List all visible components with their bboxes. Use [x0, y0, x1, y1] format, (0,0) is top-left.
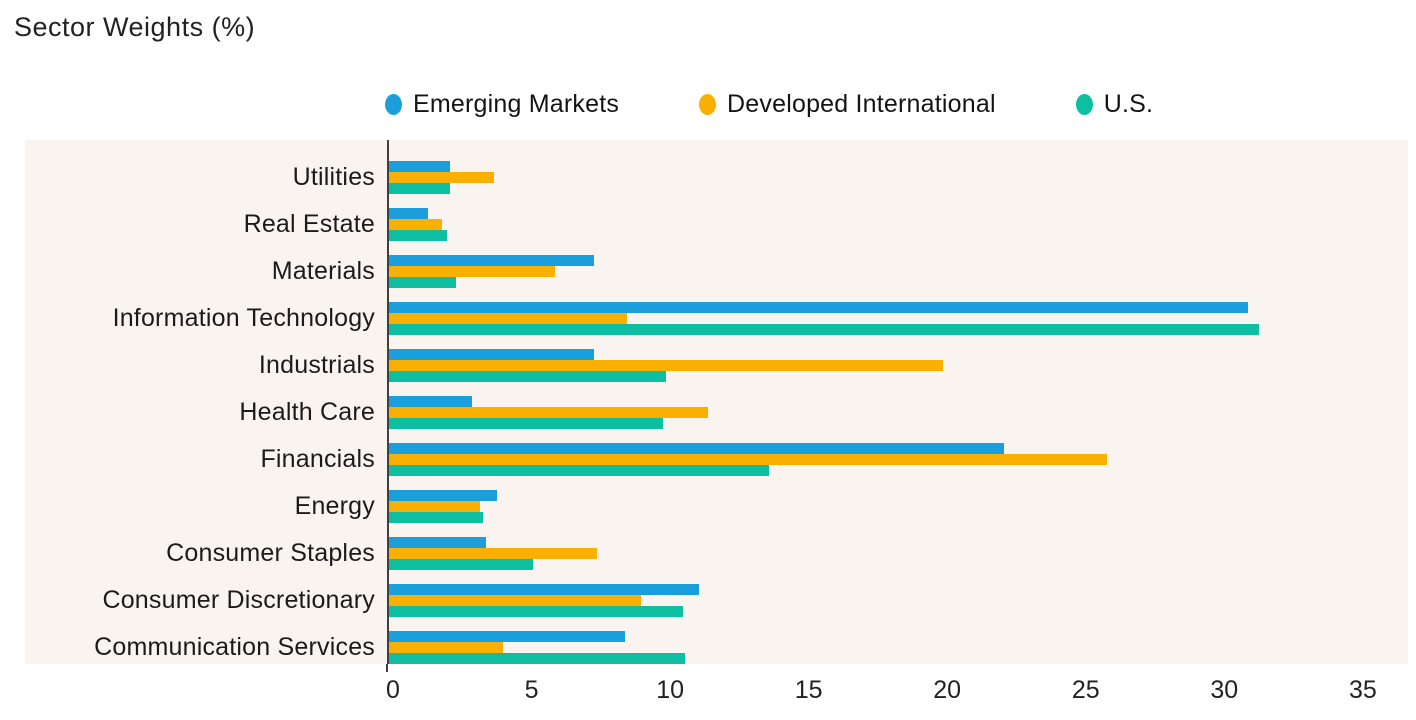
x-tick-label: 20 [933, 676, 962, 704]
bar [389, 584, 700, 595]
bar [389, 277, 456, 288]
bar [389, 454, 1107, 465]
category-label: Real Estate [243, 210, 375, 238]
bar [389, 230, 448, 241]
bar [389, 208, 428, 219]
x-axis-zero-tick [386, 664, 388, 672]
bar [389, 631, 625, 642]
bar [389, 418, 664, 429]
bar-group [389, 349, 1408, 382]
bar [389, 183, 450, 194]
bar [389, 360, 944, 371]
bar-group [389, 490, 1408, 523]
bar [389, 490, 498, 501]
category-row: Consumer Discretionary [25, 584, 1408, 617]
bar [389, 512, 484, 523]
bar [389, 407, 708, 418]
legend-item-developed-international: Developed International [699, 90, 996, 119]
category-label: Communication Services [94, 633, 375, 661]
chart-title: Sector Weights (%) [14, 12, 256, 42]
bar [389, 642, 503, 653]
category-row: Energy [25, 490, 1408, 523]
bar [389, 653, 686, 664]
x-tick-label: 10 [656, 676, 684, 704]
category-row: Industrials [25, 349, 1408, 382]
bar [389, 396, 473, 407]
bar [389, 548, 597, 559]
category-label: Health Care [239, 398, 375, 426]
bar [389, 302, 1248, 313]
x-tick-label: 25 [1071, 676, 1100, 704]
legend-dot-developed-international-icon [699, 94, 717, 115]
category-row: Utilities [25, 161, 1408, 194]
bar-rows: Utilities Real Estate Materials Information… [25, 161, 1408, 664]
bar [389, 537, 486, 548]
legend-item-emerging-markets: Emerging Markets [385, 90, 619, 119]
bar [389, 371, 667, 382]
category-label: Energy [294, 492, 375, 520]
bar-group [389, 208, 1408, 241]
bar [389, 313, 628, 324]
bar [389, 559, 534, 570]
category-row: Information Technology [25, 302, 1408, 335]
legend: Emerging Markets Developed International… [385, 90, 1153, 119]
category-label: Consumer Staples [166, 539, 375, 567]
category-row: Financials [25, 443, 1408, 476]
category-label: Financials [260, 445, 375, 473]
category-label: Consumer Discretionary [102, 586, 375, 614]
category-label: Materials [271, 257, 375, 285]
bar [389, 255, 595, 266]
bar [389, 324, 1260, 335]
category-row: Real Estate [25, 208, 1408, 241]
legend-item-us: U.S. [1075, 90, 1154, 119]
legend-label-developed-international: Developed International [727, 90, 996, 118]
x-tick-label: 30 [1210, 676, 1239, 704]
bar [389, 595, 642, 606]
legend-dot-us-icon [1075, 94, 1093, 115]
category-row: Consumer Staples [25, 537, 1408, 570]
bar-group [389, 161, 1408, 194]
category-label: Utilities [292, 163, 375, 191]
bar [389, 161, 450, 172]
plot-area: Utilities Real Estate Materials Information… [25, 140, 1408, 664]
bar [389, 606, 683, 617]
category-row: Health Care [25, 396, 1408, 429]
bar [389, 465, 769, 476]
bar [389, 266, 556, 277]
x-tick-label: 5 [524, 676, 539, 704]
x-tick-label: 0 [386, 676, 400, 704]
legend-dot-emerging-markets-icon [385, 94, 402, 115]
bar [389, 172, 495, 183]
bar [389, 219, 442, 230]
bar [389, 349, 595, 360]
x-tick-label: 15 [794, 676, 823, 704]
legend-label-emerging-markets: Emerging Markets [413, 90, 620, 118]
bar-group [389, 584, 1408, 617]
category-row: Communication Services [25, 631, 1408, 664]
bar [389, 443, 1005, 454]
bar-group [389, 302, 1408, 335]
x-tick-label: 35 [1348, 676, 1377, 704]
legend-label-us: U.S. [1103, 90, 1154, 118]
category-label: Industrials [258, 351, 375, 379]
bar [389, 501, 481, 512]
category-row: Materials [25, 255, 1408, 288]
y-axis-line [387, 140, 389, 664]
category-label: Information Technology [112, 304, 375, 332]
bar-group [389, 396, 1408, 429]
x-axis: 0 5 10 15 20 25 30 35 [0, 676, 1416, 710]
bar-group [389, 631, 1408, 664]
bar-group [389, 443, 1408, 476]
bar-group [389, 537, 1408, 570]
bar-group [389, 255, 1408, 288]
